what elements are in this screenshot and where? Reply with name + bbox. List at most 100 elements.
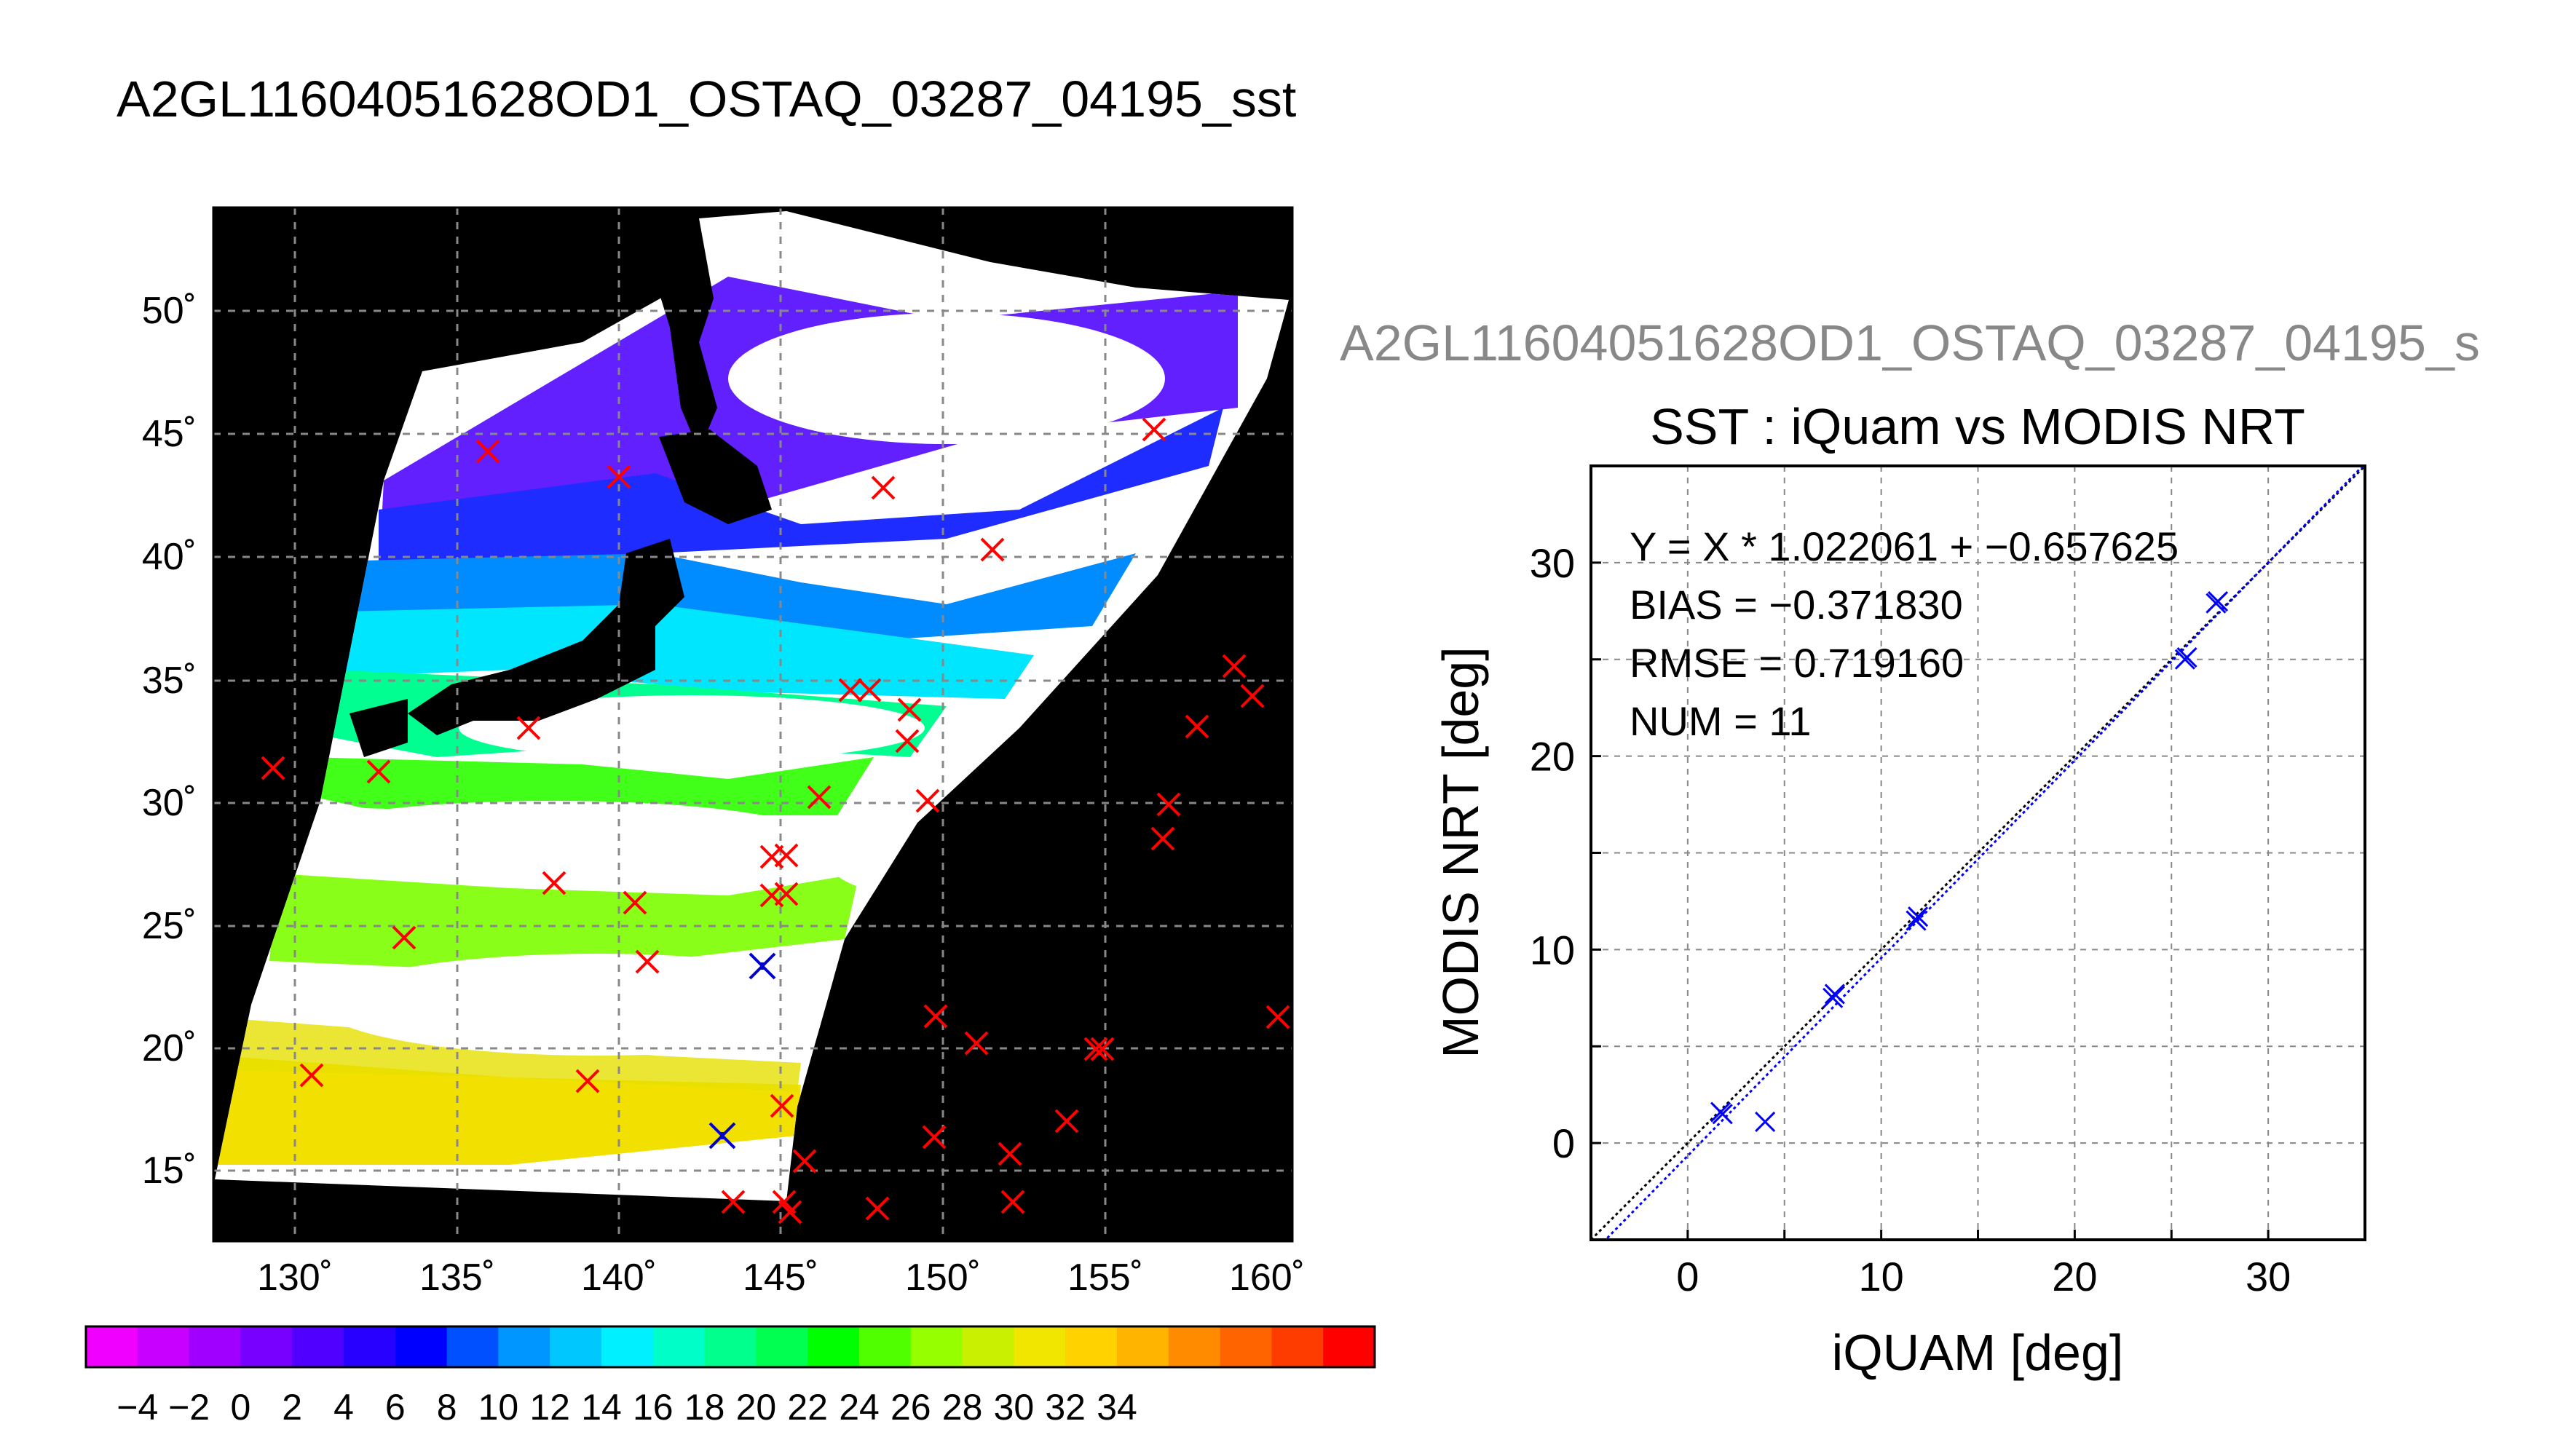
map-grid [213,207,1292,1241]
colorbar-label: −2 [168,1387,210,1428]
x-tick-label: 30 [2246,1254,2291,1299]
colorbar-label: 12 [529,1387,570,1428]
rmse-value: RMSE = 0.719160 [1630,640,1964,686]
colorbar-cell [704,1326,757,1367]
colorbar-cell [1065,1326,1118,1367]
data-points [1710,590,2229,1132]
lon-tick: 155˚ [1067,1257,1143,1299]
lat-tick: 45˚ [142,413,197,455]
colorbar-label: 16 [633,1387,674,1428]
colorbar-label: 30 [994,1387,1035,1428]
lon-tick: 130˚ [257,1257,333,1299]
colorbar-label: 20 [736,1387,777,1428]
num-value: NUM = 11 [1630,698,1811,744]
secondary-title: A2GL11604051628OD1_OSTAQ_03287_04195_s [1340,314,2480,371]
bias-value: BIAS = −0.371830 [1630,582,1963,628]
y-tick-label: 0 [1552,1120,1575,1166]
lat-tick: 30˚ [142,782,197,824]
chart-title: SST : iQuam vs MODIS NRT [1650,398,2305,455]
fit-line [1603,466,2365,1240]
colorbar-cell [859,1326,912,1367]
colorbar-label: 22 [787,1387,828,1428]
x-tick-label: 10 [1858,1254,1903,1299]
colorbar-cell [240,1326,293,1367]
x-tick-label: 20 [2052,1254,2097,1299]
colorbar-cell [292,1326,344,1367]
stats-annotation: Y = X * 1.022061 + −0.657625 BIAS = −0.3… [1630,523,2179,744]
colorbar-cell [601,1326,654,1367]
colorbar-cell [910,1326,963,1367]
marker-red [261,417,1290,1224]
x-tick-label: 0 [1676,1254,1699,1299]
colorbar-label: −4 [117,1387,158,1428]
data-point [1712,1104,1733,1125]
data-point [2176,647,2197,668]
colorbar-cell [1220,1326,1272,1367]
colorbar-cell [498,1326,550,1367]
colorbar-label: 10 [478,1387,519,1428]
x-axis-label: iQUAM [deg] [1832,1324,2124,1381]
colorbar-cell [395,1326,448,1367]
colorbar-cell [807,1326,860,1367]
land-mass [350,218,772,757]
regression-equation: Y = X * 1.022061 + −0.657625 [1630,523,2179,569]
lat-axis: 15˚ 20˚ 25˚ 30˚ 35˚ 40˚ 45˚ 50˚ [142,290,197,1192]
y-tick-label: 10 [1530,927,1575,973]
lon-tick: 160˚ [1229,1257,1305,1299]
colorbar-label: 34 [1097,1387,1137,1428]
lon-tick: 145˚ [743,1257,818,1299]
colorbar-label: 4 [333,1387,354,1428]
colorbar-cell [652,1326,706,1367]
colorbar-label: 14 [581,1387,622,1428]
map-panel: 15˚ 20˚ 25˚ 30˚ 35˚ 40˚ 45˚ 50˚ 130˚ 135… [84,206,1376,1428]
colorbar-cell [1014,1326,1066,1367]
lon-tick: 140˚ [581,1257,657,1299]
data-point [1906,910,1927,931]
y-tick-label: 20 [1530,734,1575,780]
main-title: A2GL11604051628OD1_OSTAQ_03287_04195_sst [117,71,1296,127]
colorbar-label: 8 [437,1387,457,1428]
map-frame [212,206,1294,1243]
data-point [2207,590,2229,612]
colorbar-cell [962,1326,1014,1367]
colorbar-cell [1271,1326,1324,1367]
data-point [1908,906,1929,927]
colorbar-cell [550,1326,602,1367]
colorbar-cell [1117,1326,1169,1367]
data-point [1823,987,1844,1008]
colorbar-cell [344,1326,396,1367]
colorbar-cell [446,1326,499,1367]
colorbar-cell [189,1326,241,1367]
colorbar-cell [1168,1326,1221,1367]
colorbar-labels: −4 −2 0 2 4 6 8 10 12 14 16 18 20 22 24 26 28 30 32 34 [117,1387,1137,1428]
lat-tick: 35˚ [142,660,197,702]
colorbar: −4 −2 0 2 4 6 8 10 12 14 16 18 20 22 24 26 28 30 32 34 [84,1325,1376,1428]
colorbar-frame [84,1325,1376,1369]
colorbar-label: 26 [891,1387,931,1428]
lon-tick: 135˚ [419,1257,495,1299]
lon-tick: 150˚ [905,1257,981,1299]
colorbar-cell [86,1326,138,1367]
y-axis-label: MODIS NRT [deg] [1432,646,1489,1058]
colorbar-cell [1323,1326,1375,1367]
colorbar-cells [86,1326,1375,1367]
colorbar-label: 28 [942,1387,983,1428]
colorbar-label: 24 [839,1387,880,1428]
data-point [1824,984,1845,1005]
data-point [1755,1111,1776,1132]
scatter-panel: SST : iQuam vs MODIS NRT 0 10 20 300102030 … [1432,398,2366,1381]
scatter-grid [1591,466,2365,1240]
colorbar-label: 6 [385,1387,406,1428]
buoy-markers [261,417,1290,1224]
colorbar-label: 2 [282,1387,302,1428]
lat-tick: 20˚ [142,1027,197,1069]
lat-tick: 50˚ [142,290,197,332]
lon-axis: 130˚ 135˚ 140˚ 145˚ 150˚ 155˚ 160˚ [257,1257,1305,1299]
colorbar-cell [137,1326,190,1367]
lat-tick: 15˚ [142,1150,197,1192]
colorbar-label: 0 [230,1387,250,1428]
marker-blue [708,952,776,1150]
colorbar-cell [756,1326,808,1367]
colorbar-label: 32 [1045,1387,1086,1428]
